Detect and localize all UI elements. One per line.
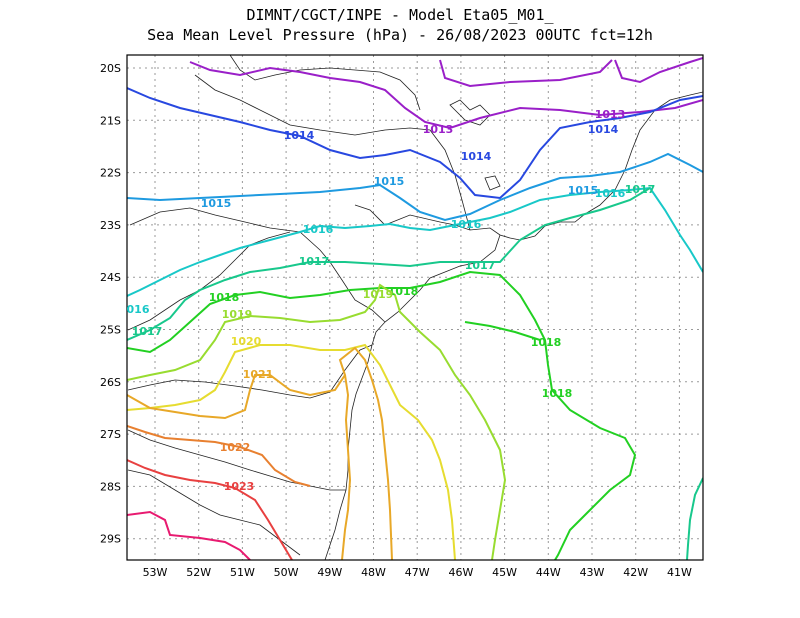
lon-tick-label: 51W xyxy=(230,566,255,579)
isobar-1017 xyxy=(127,187,651,341)
contour-label-1017: 1017 xyxy=(132,325,163,338)
contour-label-1013: 1013 xyxy=(423,123,454,136)
isobar-1018-b xyxy=(464,321,541,341)
map-title-line1: DIMNT/CGCT/INPE - Model Eta05_M01_ xyxy=(246,6,554,24)
isobar-1020 xyxy=(127,343,456,560)
contour-label-1018: 1018 xyxy=(209,291,240,304)
isobar-1023 xyxy=(127,459,293,560)
lon-tick-label: 44W xyxy=(536,566,561,579)
isobar-1018 xyxy=(127,270,637,560)
lat-tick-label: 21S xyxy=(100,114,121,127)
contour-label-1022: 1022 xyxy=(220,441,251,454)
country-border-south xyxy=(127,469,301,556)
contour-label-1016: 1016 xyxy=(303,223,334,236)
contour-label-1019: 1019 xyxy=(363,288,394,301)
lon-tick-label: 45W xyxy=(492,566,517,579)
contour-label-1018: 1018 xyxy=(388,285,419,298)
contour-label-1019: 1019 xyxy=(222,308,253,321)
isobar-1017-b xyxy=(686,477,703,560)
lon-tick-label: 50W xyxy=(274,566,299,579)
inland-lake xyxy=(449,99,491,126)
lon-tick-label: 46W xyxy=(448,566,473,579)
lon-tick-label: 43W xyxy=(580,566,605,579)
lon-tick-label: 53W xyxy=(143,566,168,579)
contour-label-1017: 1017 xyxy=(465,259,496,272)
contour-label-1015: 1015 xyxy=(374,175,405,188)
contour-label-1013: 1013 xyxy=(595,108,626,121)
inland-lake-2 xyxy=(484,175,501,191)
isobar-1014 xyxy=(127,87,703,200)
lon-tick-label: 48W xyxy=(361,566,386,579)
lon-tick-label: 47W xyxy=(405,566,430,579)
contour-label-1015: 1015 xyxy=(568,184,599,197)
contour-label-1015: 1015 xyxy=(201,197,232,210)
map-title-line2: Sea Mean Level Pressure (hPa) - 26/08/20… xyxy=(147,26,653,44)
contour-label-1017: 1017 xyxy=(299,255,330,268)
lat-tick-label: 20S xyxy=(100,62,121,75)
contour-label-1014: 1014 xyxy=(588,123,619,136)
lat-tick-label: 26S xyxy=(100,376,121,389)
isobar-1015 xyxy=(127,152,703,222)
lat-tick-label: 25S xyxy=(100,324,121,337)
contour-label-1016: 1016 xyxy=(595,187,626,200)
lat-tick-label: 27S xyxy=(100,428,121,441)
map-frame xyxy=(126,54,704,561)
lon-tick-label: 49W xyxy=(317,566,342,579)
state-border-pr-sc xyxy=(127,344,373,399)
lat-tick-label: 29S xyxy=(100,533,121,546)
contour-label-1014: 1014 xyxy=(284,129,315,142)
lon-tick-label: 52W xyxy=(186,566,211,579)
isobar-1022 xyxy=(127,425,311,487)
isobar-1016 xyxy=(127,186,703,297)
isobar-1013-c xyxy=(614,57,703,84)
state-border-pr-sp xyxy=(129,207,386,323)
isobar-1021-b xyxy=(341,374,352,560)
isobar-1021 xyxy=(127,346,393,560)
contour-label-1016: 1016 xyxy=(451,218,482,231)
river-border-north xyxy=(229,55,421,111)
state-border-sp-mg xyxy=(194,74,471,231)
contour-label-1018: 1018 xyxy=(542,387,573,400)
lat-tick-label: 24S xyxy=(100,271,121,284)
lat-tick-label: 22S xyxy=(100,167,121,180)
lat-tick-label: 28S xyxy=(100,480,121,493)
contour-label-1023: 1023 xyxy=(224,480,255,493)
contour-label-1016: 016 xyxy=(127,303,150,316)
contour-label-1021: 1021 xyxy=(243,368,274,381)
contour-label-1017: 1017 xyxy=(625,183,656,196)
state-border-sc-rs xyxy=(127,429,346,491)
contour-label-1014: 1014 xyxy=(461,150,492,163)
contour-label-1020: 1020 xyxy=(231,335,262,348)
isobar-1024 xyxy=(127,510,251,560)
country-border-west xyxy=(127,231,291,331)
contour-label-1018: 1018 xyxy=(531,336,562,349)
isobar-1013-b xyxy=(439,59,613,88)
isobar-1019 xyxy=(127,283,507,560)
lon-tick-label: 42W xyxy=(623,566,648,579)
lat-tick-label: 23S xyxy=(100,219,121,232)
lon-tick-label: 41W xyxy=(667,566,692,579)
isobar-1013-a xyxy=(189,61,703,130)
